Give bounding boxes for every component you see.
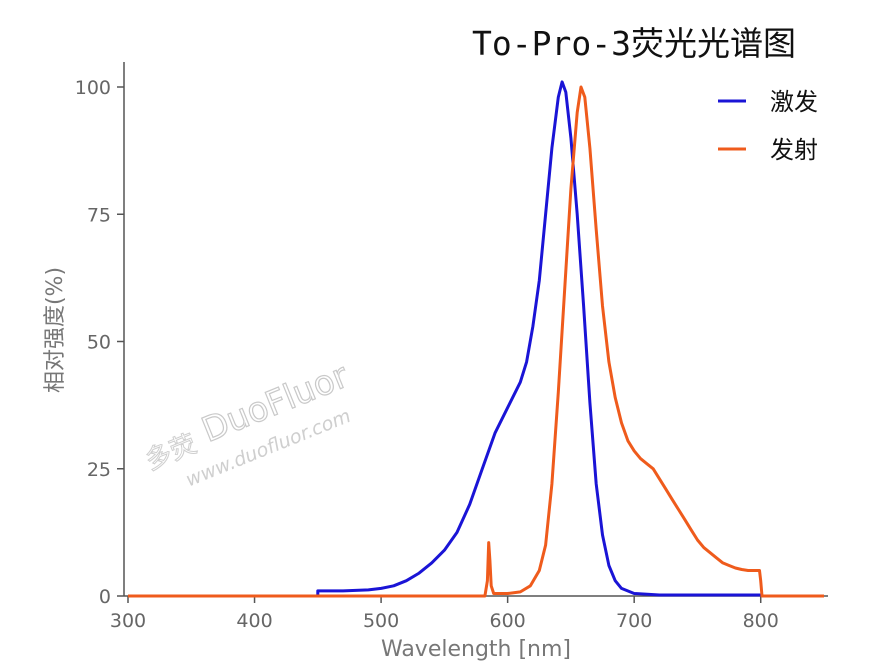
y-axis-label: 相对强度(%): [43, 267, 68, 393]
y-tick-label: 0: [99, 586, 111, 608]
y-tick-label: 75: [87, 204, 111, 226]
y-tick-label: 25: [87, 459, 111, 481]
watermark: 多荧 DuoFluor www.duofluor.com: [141, 355, 355, 491]
series-line-excitation: [316, 80, 761, 597]
x-tick-label: 400: [236, 610, 272, 632]
series-group: [128, 80, 824, 598]
legend-label-emission: 发射: [770, 136, 818, 164]
x-tick-label: 600: [490, 610, 526, 632]
y-tick-label: 100: [75, 77, 111, 99]
x-tick-label: 700: [616, 610, 652, 632]
series-line-emission: [128, 85, 824, 598]
x-tick-label: 300: [110, 610, 146, 632]
x-axis-label: Wavelength [nm]: [381, 637, 571, 662]
x-tick-label: 800: [743, 610, 779, 632]
y-tick-label: 50: [87, 332, 111, 354]
x-tick-label: 500: [363, 610, 399, 632]
legend-label-excitation: 激发: [770, 88, 818, 116]
axis-ticks: 300 400 500 600 700 800 0 25 50 75 100: [75, 77, 779, 632]
chart-title: To-Pro-3荧光光谱图: [472, 24, 796, 63]
legend: 激发 发射: [718, 88, 818, 164]
